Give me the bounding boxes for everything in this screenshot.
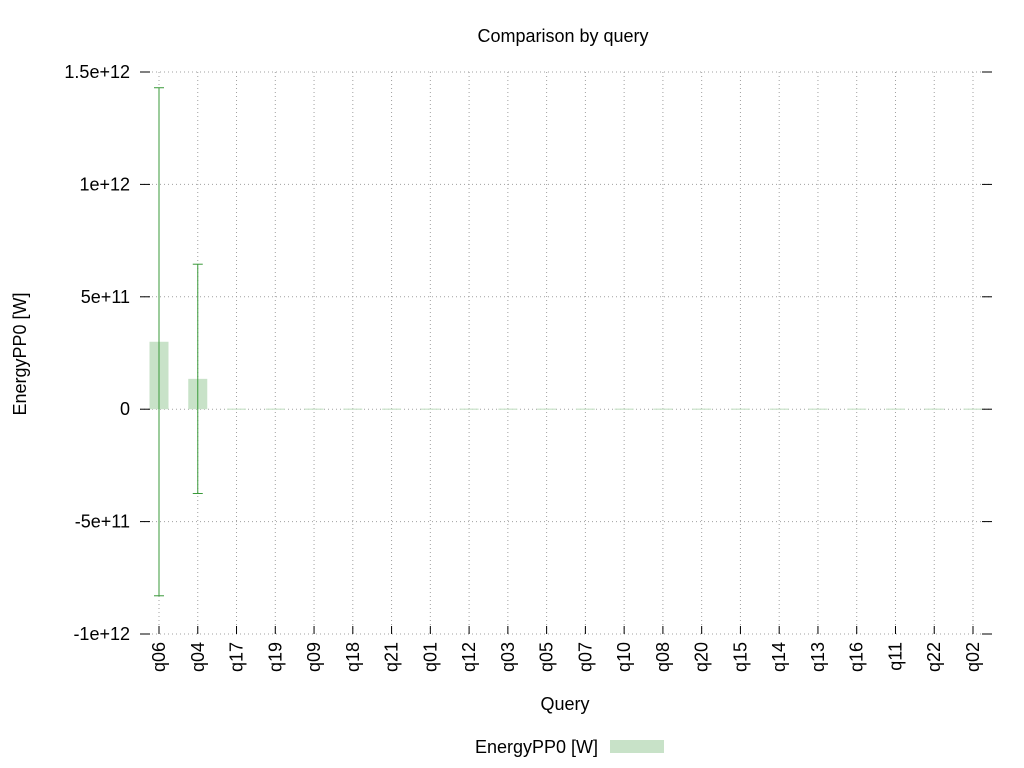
bar (963, 408, 983, 410)
grid-layer (140, 71, 992, 635)
y-tick-label: 1.5e+12 (64, 62, 130, 82)
x-tick-label: q14 (769, 642, 789, 672)
bar (420, 408, 440, 410)
bar (653, 408, 673, 410)
bar (382, 408, 402, 410)
error-bars-layer (154, 87, 203, 597)
x-tick-label: q11 (885, 642, 905, 671)
y-tick-label: 5e+11 (81, 287, 130, 307)
x-tick-labels: q06 q04 q17 q19 q09 q18 q21 q01 q12 q03 q05 q07 q10 q… (149, 642, 983, 672)
y-tick-label: 0 (120, 399, 130, 419)
x-tick-label: q12 (459, 642, 479, 672)
bar (227, 408, 247, 410)
x-tick-label: q05 (537, 642, 557, 672)
x-tick-label: q09 (304, 642, 324, 672)
y-axis-label: EnergyPP0 [W] (10, 292, 30, 415)
y-tick-label: -1e+12 (73, 624, 130, 644)
bar (498, 408, 518, 410)
x-tick-label: q08 (653, 642, 673, 672)
legend-swatch (610, 740, 664, 753)
x-tick-label: q20 (692, 642, 712, 672)
bar (808, 408, 828, 410)
x-tick-label: q17 (227, 642, 247, 672)
bar (614, 408, 634, 410)
x-tick-label: q16 (847, 642, 867, 672)
x-tick-label: q04 (188, 642, 208, 672)
bar (692, 408, 712, 410)
x-tick-label: q18 (343, 642, 363, 672)
x-tick-label: q02 (963, 642, 983, 672)
legend: EnergyPP0 [W] (475, 737, 664, 757)
x-tick-label: q22 (924, 642, 944, 672)
chart-title: Comparison by query (477, 26, 648, 46)
x-tick-label: q15 (730, 642, 750, 672)
x-axis-label: Query (540, 694, 589, 714)
x-tick-label: q01 (420, 642, 440, 672)
legend-label: EnergyPP0 [W] (475, 737, 598, 757)
bar (304, 408, 324, 410)
x-tick-label: q19 (265, 642, 285, 672)
y-tick-label: 1e+12 (79, 174, 130, 194)
x-tick-label: q21 (382, 642, 402, 672)
bar (885, 408, 905, 410)
bar (265, 408, 285, 410)
y-tick-labels: -1e+12 -5e+11 0 5e+11 1e+12 1.5e+12 (64, 62, 130, 644)
bar (769, 408, 789, 410)
bar (459, 408, 479, 410)
bar (847, 408, 867, 410)
bar (537, 408, 557, 410)
bar (730, 408, 750, 410)
axes-layer (140, 71, 992, 635)
x-tick-label: q07 (575, 642, 595, 672)
bar (575, 408, 595, 410)
x-tick-label: q13 (808, 642, 828, 672)
y-tick-label: -5e+11 (75, 512, 130, 532)
bar (924, 408, 944, 410)
x-tick-label: q06 (149, 642, 169, 672)
bar (343, 408, 363, 410)
bars-layer (149, 341, 983, 410)
x-tick-label: q10 (614, 642, 634, 672)
x-tick-label: q03 (498, 642, 518, 672)
